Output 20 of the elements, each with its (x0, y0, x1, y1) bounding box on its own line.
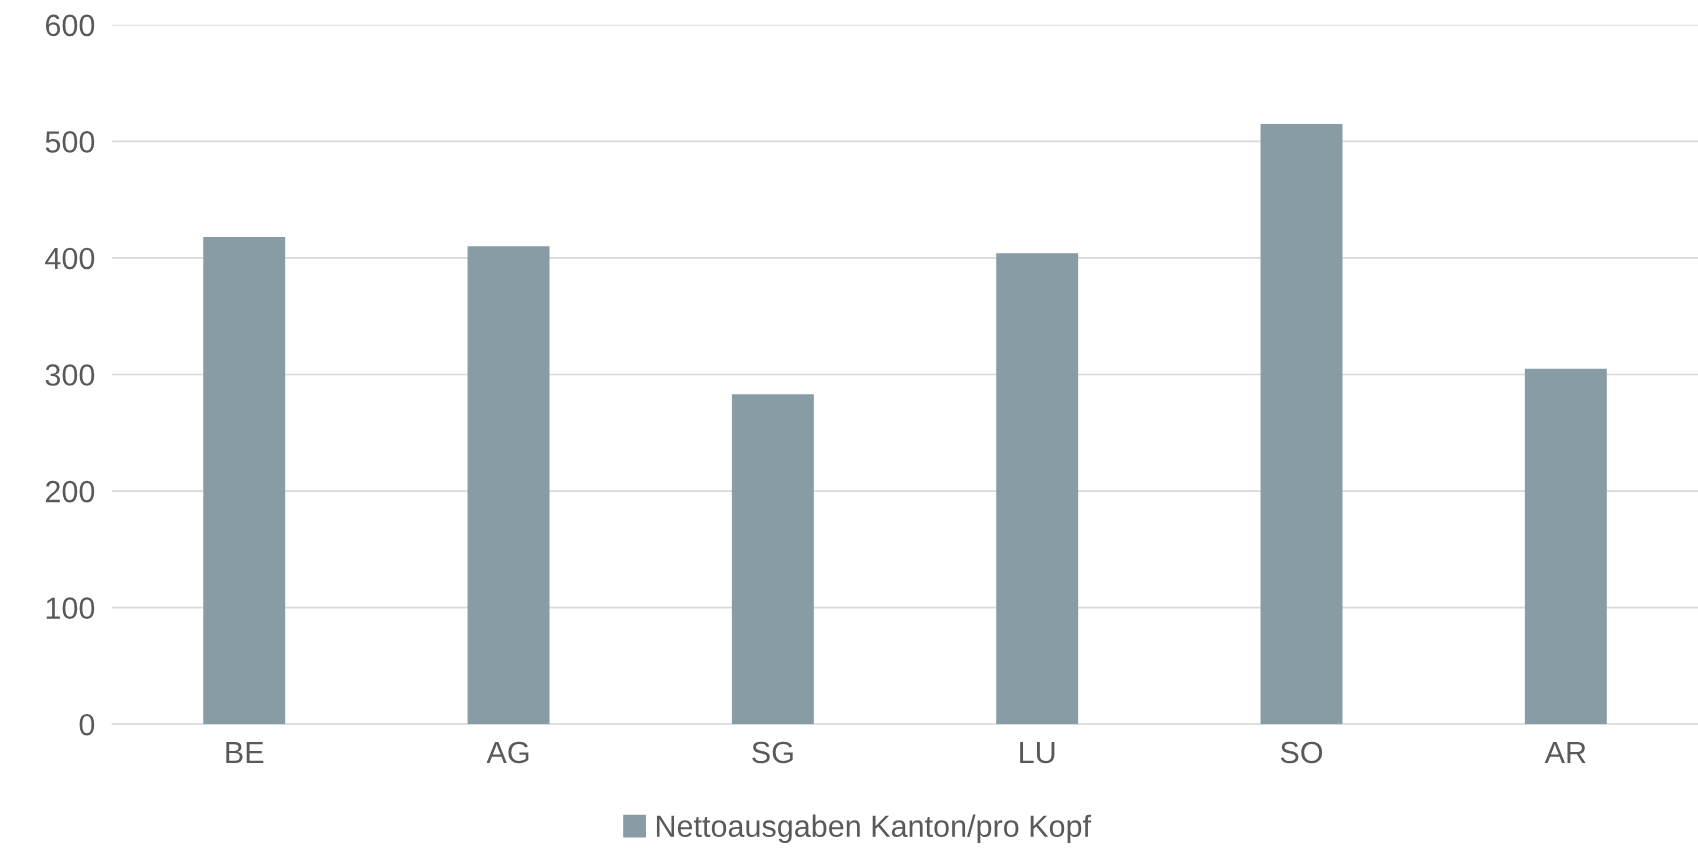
x-tick-label: LU (1020, 741, 1055, 764)
legend-label: Nettoausgaben Kanton/pro Kopf (656, 814, 1092, 844)
y-tick-label: 200 (45, 480, 95, 503)
bar (467, 246, 550, 725)
y-tick-label: 100 (46, 597, 95, 619)
y-tick-label: 300 (45, 364, 95, 386)
bar (1524, 368, 1607, 725)
y-tick-label: 600 (45, 14, 95, 37)
y-tick-label: 500 (45, 131, 95, 153)
x-tick-label: AR (1544, 741, 1586, 763)
y-tick-label: 0 (79, 713, 95, 736)
x-tick-label: SO (1280, 741, 1323, 764)
bar (1260, 123, 1343, 725)
bar (731, 394, 814, 725)
x-tick-label: BE (226, 741, 264, 763)
bar (996, 253, 1079, 725)
x-tick-label: SG (752, 741, 793, 764)
x-tick-label: AG (486, 741, 529, 764)
bar (203, 236, 286, 725)
y-tick-label: 400 (45, 247, 95, 270)
